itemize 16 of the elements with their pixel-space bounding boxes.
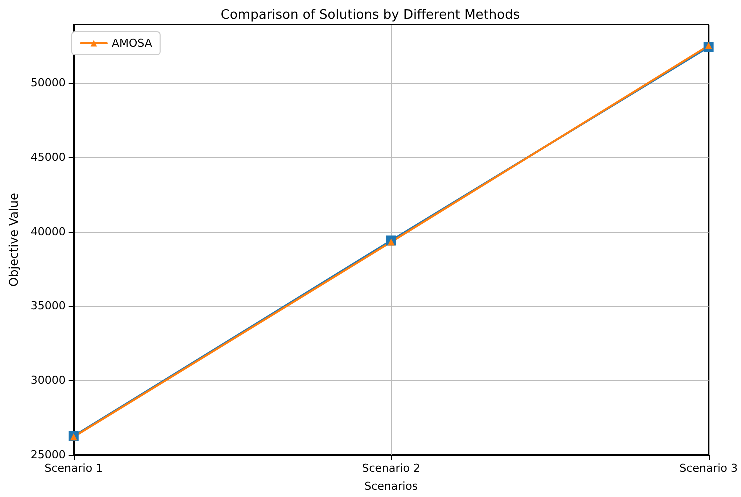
y-tick-label: 30000 — [30, 374, 66, 388]
y-tick-label: 40000 — [30, 225, 66, 238]
point — [388, 238, 395, 246]
x-tick-label: Scenario 1 — [44, 462, 104, 475]
y-axis-title: Objective Value — [7, 193, 21, 287]
point — [705, 42, 712, 50]
y-tick-label: 45000 — [30, 150, 66, 164]
legend-label: AMOSA — [112, 37, 153, 50]
x-axis-title: Scenarios — [364, 480, 418, 493]
y-tick-label: 50000 — [30, 76, 66, 90]
y-tick-label: 25000 — [30, 448, 66, 462]
y-tick-label: 35000 — [30, 300, 66, 313]
x-tick-label: Scenario 3 — [680, 462, 738, 475]
x-tick-label: Scenario 2 — [362, 462, 421, 475]
point — [70, 434, 78, 441]
chart-title: Comparison of Solutions by Different Methods — [220, 8, 520, 23]
